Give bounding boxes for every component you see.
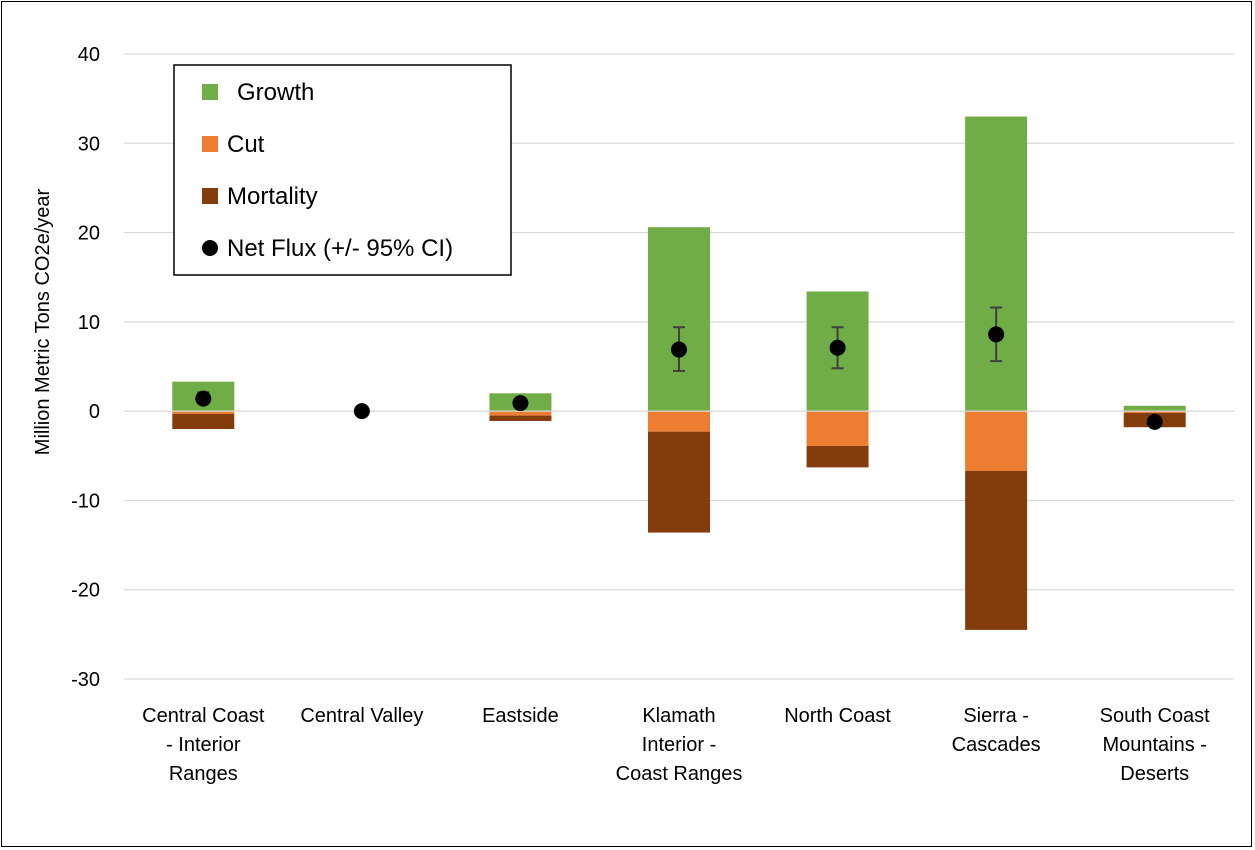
- mortality-bar: [489, 415, 552, 421]
- legend-label-net-flux: Net Flux (+/- 95% CI): [227, 235, 453, 262]
- category-label-line: Interior -: [642, 734, 716, 756]
- cut-bar: [489, 411, 552, 416]
- growth-bar: [1123, 405, 1186, 412]
- category-label: Central Coast - Interior Ranges: [142, 705, 265, 785]
- category-label: Central Valley: [300, 705, 423, 727]
- category-label: South Coast Mountains - Deserts: [1100, 705, 1211, 785]
- growth-bar: [965, 116, 1028, 412]
- category-label: Klamath Interior - Coast Ranges: [616, 705, 743, 785]
- net-flux-point: [353, 403, 370, 420]
- net-flux-point: [512, 395, 529, 412]
- category-label-line: Sierra -: [963, 705, 1029, 727]
- category-label: Sierra - Cascades: [952, 705, 1041, 756]
- y-tick-label: 30: [78, 133, 100, 155]
- mortality-bar: [806, 445, 869, 468]
- category-label-line: Mountains -: [1102, 734, 1207, 756]
- y-tick-label: 10: [78, 312, 100, 334]
- y-tick-label: 40: [78, 44, 100, 66]
- net-flux-point: [195, 390, 212, 407]
- category-label-line: South Coast: [1100, 705, 1211, 727]
- y-tick-label: 0: [89, 401, 100, 423]
- net-flux-points: [195, 326, 1163, 430]
- mortality-bar: [648, 431, 710, 533]
- category-label-line: Central Valley: [300, 705, 423, 727]
- legend-swatch-cut: [202, 136, 218, 152]
- legend-box: [173, 64, 512, 276]
- net-flux-point: [1146, 413, 1163, 430]
- y-tick-label: 20: [78, 223, 100, 245]
- y-tick-label: -10: [71, 490, 100, 512]
- y-tick-label: -30: [71, 669, 100, 691]
- legend-swatch-growth: [202, 84, 218, 100]
- category-label-line: - Interior: [166, 734, 241, 756]
- category-label-line: Central Coast: [142, 705, 265, 727]
- x-axis-categories: Central Coast - Interior Ranges Central Val…: [142, 705, 1210, 785]
- category-label-line: Klamath: [642, 705, 715, 727]
- category-label: Eastside: [482, 705, 559, 727]
- net-flux-point: [829, 339, 846, 356]
- legend-label-cut: Cut: [227, 131, 265, 158]
- category-label-line: Cascades: [952, 734, 1041, 756]
- legend-label-growth: Growth: [237, 79, 314, 106]
- y-axis-label: Million Metric Tons CO2e/year: [32, 188, 54, 455]
- y-axis-ticks: -30 -20 -10 0 10 20 30 40: [71, 44, 100, 691]
- mortality-bar: [172, 413, 235, 429]
- cut-bar: [806, 411, 869, 446]
- category-label-line: North Coast: [784, 705, 891, 727]
- category-label-line: Eastside: [482, 705, 559, 727]
- cut-bar: [648, 411, 710, 432]
- legend-marker-net-flux: [202, 240, 218, 256]
- category-label: North Coast: [784, 705, 891, 727]
- category-label-line: Ranges: [169, 763, 238, 785]
- net-flux-point: [988, 326, 1005, 343]
- legend-swatch-mortality: [202, 188, 218, 204]
- category-label-line: Deserts: [1120, 763, 1189, 785]
- cut-bar: [172, 411, 235, 414]
- cut-bar: [965, 411, 1028, 471]
- legend-label-mortality: Mortality: [227, 183, 318, 210]
- y-tick-label: -20: [71, 580, 100, 602]
- growth-bar: [648, 227, 710, 412]
- legend: Growth Cut Mortality Net Flux (+/- 95% C…: [173, 64, 512, 276]
- net-flux-point: [671, 341, 687, 358]
- cut-bar: [1123, 411, 1186, 413]
- category-label-line: Coast Ranges: [616, 763, 743, 785]
- mortality-bar: [965, 470, 1028, 630]
